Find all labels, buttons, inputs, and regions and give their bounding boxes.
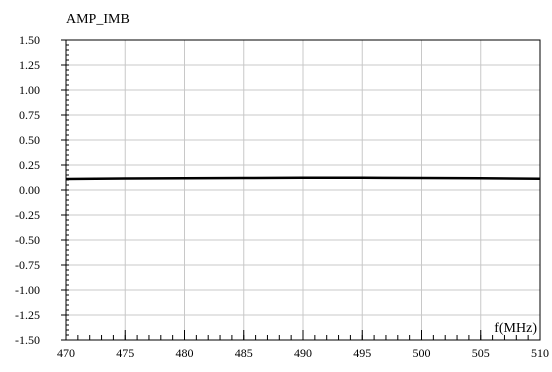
x-tick-label: 500: [413, 346, 431, 360]
x-tick-label: 510: [531, 346, 549, 360]
x-tick-label: 490: [294, 346, 312, 360]
y-tick-label: -1.25: [15, 308, 40, 322]
plot-frame: [65, 39, 541, 341]
y-tick-label: -0.75: [15, 258, 40, 272]
x-tick-label: 475: [116, 346, 134, 360]
y-axis-ticks: 1.50 1.25 1.00 0.75 0.50 0.25 0.00 -0.25 -0.50 -0…: [15, 33, 69, 347]
y-tick-label: -0.50: [15, 233, 40, 247]
x-tick-label: 485: [235, 346, 253, 360]
y-tick-label: -1.00: [15, 283, 40, 297]
y-tick-label: 0.50: [19, 133, 40, 147]
x-axis-ticks: 470 475 480 485 490 495 500 505 510: [57, 330, 549, 360]
x-tick-label: 470: [57, 346, 75, 360]
y-tick-label: 0.75: [19, 108, 40, 122]
y-tick-label: -0.25: [15, 208, 40, 222]
y-tick-label: 1.25: [19, 58, 40, 72]
y-tick-label: 1.00: [19, 83, 40, 97]
grid: [65, 39, 541, 341]
y-tick-label: 1.50: [19, 33, 40, 47]
x-tick-label: 505: [472, 346, 490, 360]
y-tick-label: 0.00: [19, 183, 40, 197]
x-tick-label: 480: [176, 346, 194, 360]
x-axis-label: f(MHz): [494, 321, 537, 336]
series-group: [65, 176, 541, 181]
series-line: [65, 176, 541, 181]
x-tick-label: 495: [353, 346, 371, 360]
y-tick-label: 0.25: [19, 158, 40, 172]
y-tick-label: -1.50: [15, 333, 40, 347]
chart-title: AMP_IMB: [66, 12, 130, 27]
